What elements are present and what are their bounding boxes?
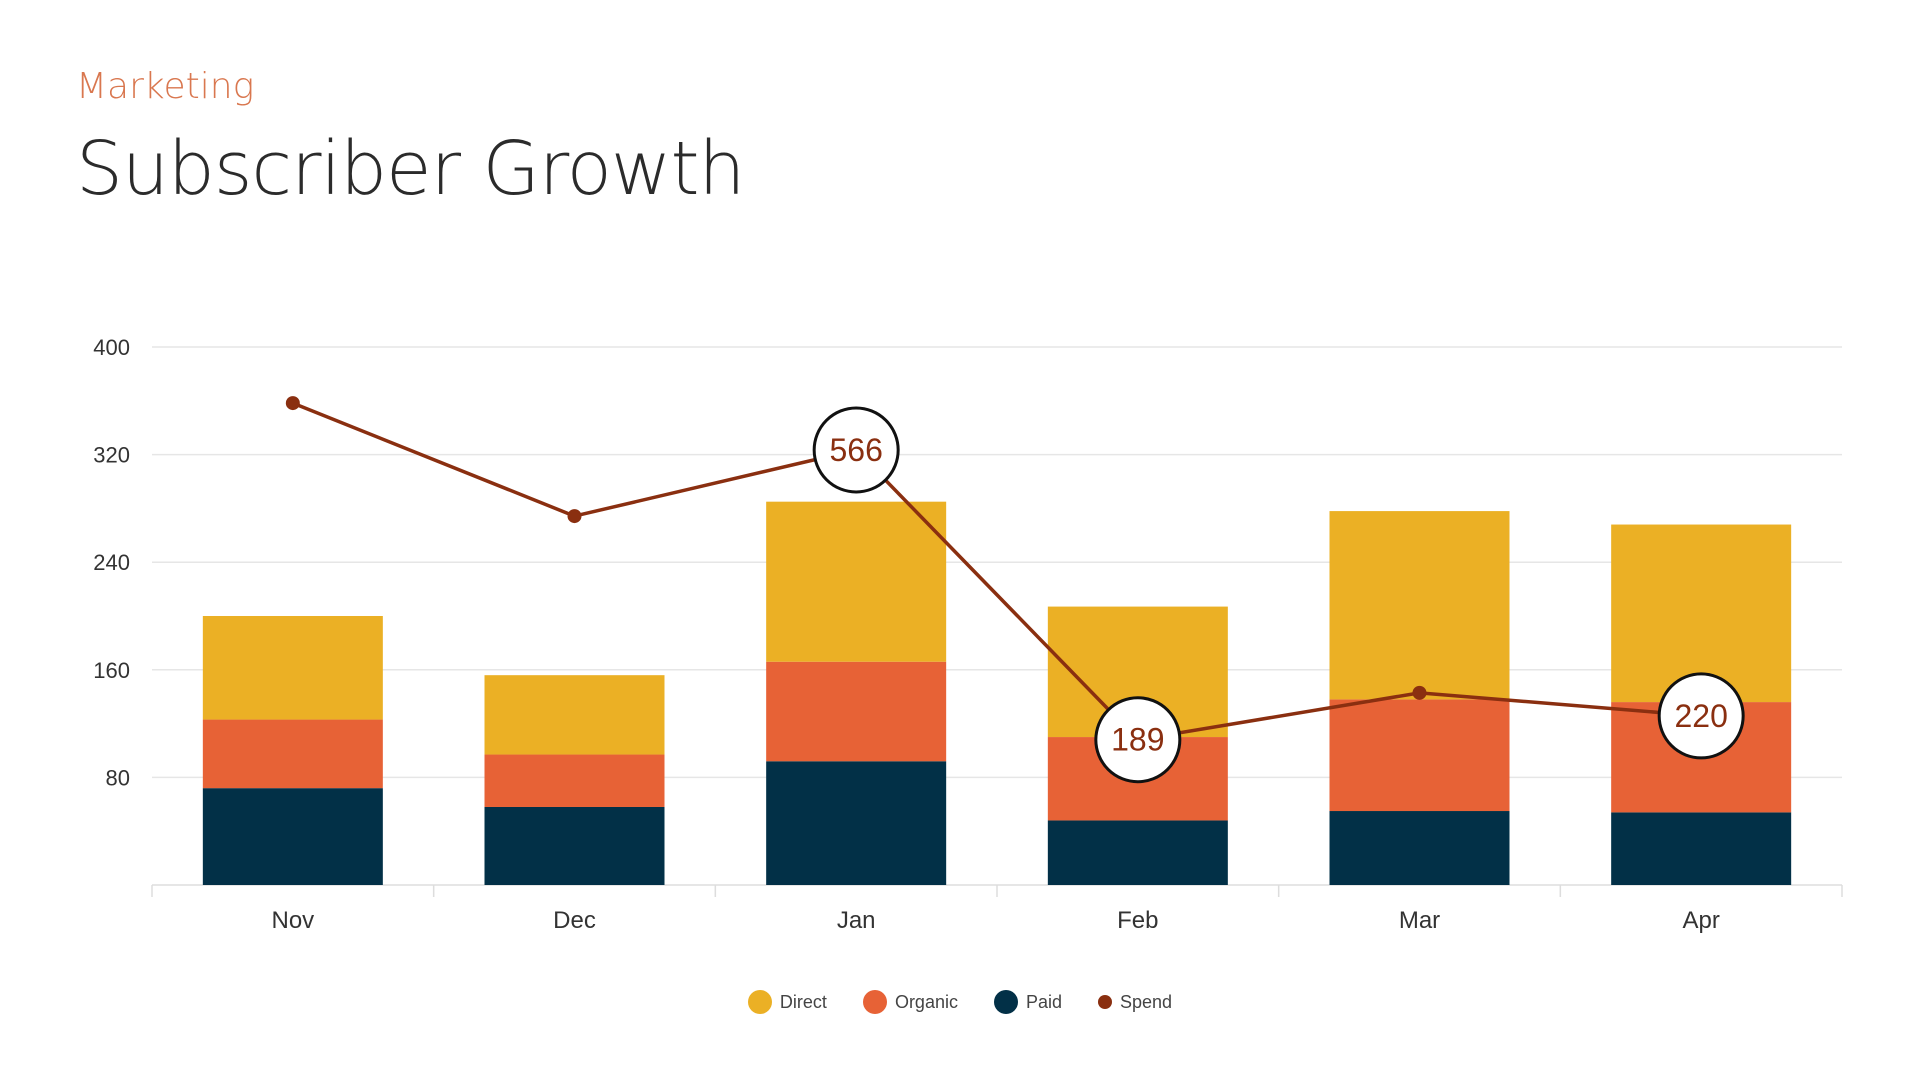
bar-organic: [484, 754, 665, 807]
bar-direct: [766, 501, 947, 662]
bar-organic: [766, 661, 947, 762]
legend-item-direct: Direct: [747, 990, 827, 1014]
legend-swatch: [862, 990, 887, 1014]
bar-paid: [484, 806, 665, 885]
legend-label: Spend: [1120, 991, 1173, 1012]
spend-point: [567, 509, 582, 524]
data-label: 220: [1674, 698, 1727, 734]
spend-point: [285, 396, 300, 411]
y-tick-label: 160: [93, 658, 130, 683]
spend-point: [1412, 685, 1427, 700]
bar-paid: [202, 788, 383, 885]
data-label: 189: [1111, 722, 1164, 758]
spend-line: [292, 401, 1702, 742]
legend-label: Direct: [779, 991, 827, 1012]
y-tick-label: 320: [93, 443, 130, 468]
x-tick-label: Nov: [271, 907, 314, 934]
x-tick-label: Mar: [1399, 907, 1440, 934]
legend-item-organic: Organic: [862, 990, 958, 1014]
x-tick-label: Apr: [1682, 907, 1719, 934]
bar-direct: [484, 675, 665, 755]
bar-paid: [1329, 811, 1510, 885]
legend-label: Paid: [1025, 991, 1062, 1012]
x-tick-label: Jan: [837, 907, 876, 934]
data-label: 566: [829, 432, 882, 468]
data-label-bubble: [812, 406, 900, 494]
bar-paid: [1047, 820, 1228, 885]
bar-direct: [202, 616, 383, 720]
legend-item-paid: Paid: [993, 990, 1062, 1014]
page-title: Subscriber Growth: [76, 126, 745, 212]
section-kicker: Marketing: [76, 66, 255, 107]
bar-paid: [1611, 812, 1792, 885]
data-label-bubble: [1094, 696, 1182, 784]
chart: 80 160 240 320 400 Nov Dec Jan Feb Mar Apr 566 189 22…: [93, 335, 1843, 934]
bar-organic: [202, 719, 383, 789]
x-tick-label: Feb: [1117, 907, 1158, 934]
legend-swatch: [993, 990, 1018, 1014]
legend-label: Organic: [894, 991, 958, 1012]
y-tick-label: 240: [93, 550, 130, 575]
x-tick-label: Dec: [553, 907, 596, 934]
legend-swatch: [1098, 995, 1112, 1009]
legend-swatch: [747, 990, 772, 1014]
data-label-bubble: [1657, 672, 1745, 760]
y-tick-label: 400: [93, 335, 130, 360]
y-tick-label: 80: [106, 765, 130, 790]
legend: Direct Organic Paid Spend: [0, 990, 1920, 1014]
bar-paid: [766, 761, 947, 885]
bar-direct: [1329, 511, 1510, 700]
bar-organic: [1329, 699, 1510, 812]
legend-item-spend: Spend: [1098, 990, 1172, 1014]
